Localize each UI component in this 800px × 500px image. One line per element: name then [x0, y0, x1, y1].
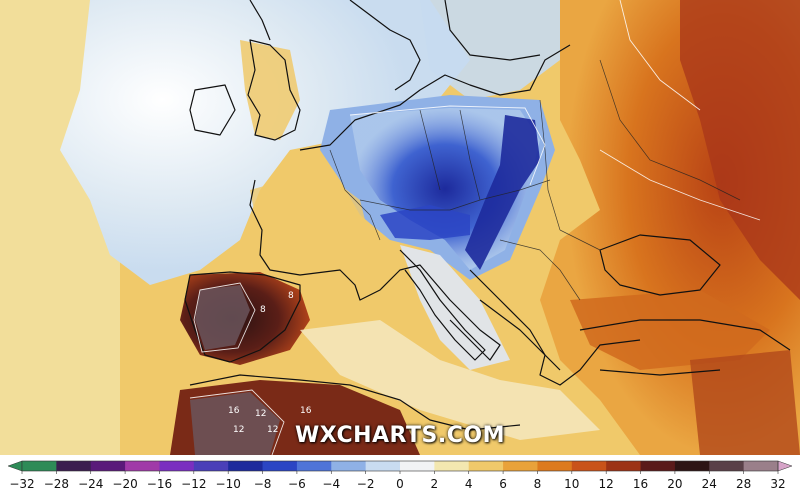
alps-cold-patch	[380, 205, 470, 240]
north-africa-grey-core	[190, 392, 280, 455]
colorbar-segment	[571, 461, 607, 471]
colorbar-segment	[90, 461, 126, 471]
iberia-grey-core	[195, 285, 250, 350]
colorbar-segment	[606, 461, 642, 471]
border-lines-east	[499, 59, 741, 301]
colorbar-tick-label: 2	[431, 477, 439, 491]
colorbar-tick-label: −12	[181, 477, 206, 491]
colorbar-tick-label: −6	[288, 477, 306, 491]
contour-label: 16	[228, 406, 240, 416]
contour-iberia	[193, 282, 256, 353]
colorbar-segment	[365, 461, 401, 471]
colorbar-tick-label: 12	[599, 477, 614, 491]
colorbar-tick-label: 16	[633, 477, 648, 491]
colorbar-segment	[193, 461, 229, 471]
coastline-italy	[399, 249, 486, 361]
colorbar-max-arrow	[777, 460, 793, 472]
coastline-europe	[249, 44, 571, 371]
colorbar-tick-label: −20	[112, 477, 137, 491]
colorbar-tick-labels: −32 −28 −24 −20 −16 −12 −10 −8 −6 −4 −2 0 2 4 6 8 10 12 16…	[9, 471, 786, 491]
colorbar-segment	[228, 461, 264, 471]
colorbar-tick-label: −16	[147, 477, 172, 491]
contour-label: 12	[255, 409, 266, 419]
coastline-britain	[247, 39, 301, 141]
temperature-anomaly-map: 8 8 16 12 12 16 12	[0, 0, 800, 455]
colorbar-tick-label: 32	[770, 477, 785, 491]
coastline-turkey	[579, 319, 791, 376]
coastline-black-sea	[599, 234, 721, 296]
coastline-iberia	[184, 271, 301, 363]
colorbar-segment	[22, 461, 57, 471]
coastline-ireland	[189, 84, 236, 136]
colorbar-tick-label: −28	[44, 477, 69, 491]
atlantic-pale-region	[60, 0, 470, 285]
border-lines-west	[329, 149, 551, 241]
north-cold-tongue	[420, 0, 560, 100]
colorbar-tick-label: 0	[396, 477, 404, 491]
colorbar-segment	[640, 461, 676, 471]
contour-label: 12	[267, 425, 278, 435]
contour-east	[599, 0, 761, 221]
colorbar-segment	[434, 461, 470, 471]
italy-pale-region	[400, 245, 510, 370]
uk-warm-patch	[240, 40, 300, 140]
colorbar-segment	[709, 461, 745, 471]
colorbar-segment	[262, 461, 298, 471]
colorbar-tick-label: −4	[322, 477, 340, 491]
colorbar-tick-label: 6	[499, 477, 507, 491]
colorbar-tick-label: −8	[254, 477, 272, 491]
temperature-colorbar: −32 −28 −24 −20 −16 −12 −10 −8 −6 −4 −2 0 2 4 6 8 10 12 16…	[7, 460, 793, 491]
deep-blue-channel	[465, 115, 540, 270]
colorbar-tick-label: −32	[9, 477, 34, 491]
colorbar-tick-label: −10	[216, 477, 241, 491]
colorbar-tick-label: 8	[534, 477, 542, 491]
colorbar-segments	[7, 460, 793, 472]
country-borders	[329, 59, 741, 301]
border-lines-central	[419, 99, 561, 231]
colorbar-tick-label: −2	[357, 477, 375, 491]
colorbar-tick-label: 28	[736, 477, 751, 491]
far-east-hot-region	[680, 0, 800, 300]
contour-label: 8	[260, 305, 266, 315]
turkey-hot-region	[570, 290, 770, 370]
colorbar-min-arrow	[7, 460, 23, 472]
colorbar-segment	[674, 461, 710, 471]
coastline-north-africa	[189, 374, 521, 431]
colorbar-segment	[125, 461, 160, 471]
colorbar-segment	[296, 461, 332, 471]
france-warm-band	[250, 170, 370, 270]
colorbar-segment	[331, 461, 367, 471]
contour-central	[349, 105, 546, 186]
colorbar-segment	[159, 461, 195, 471]
colorbar-segment	[56, 461, 92, 471]
contour-labels: 8 8 16 12 12 16 12	[228, 291, 312, 435]
colorbar-tick-label: 24	[702, 477, 717, 491]
middle-east-hot-region	[690, 350, 800, 455]
contour-lines	[189, 0, 761, 455]
mediterranean-pale-region	[300, 320, 600, 440]
coastline-balkans-greece	[469, 269, 641, 386]
colorbar-tick-label: −24	[78, 477, 103, 491]
contour-label: 8	[288, 291, 294, 301]
colorbar-segment	[400, 461, 435, 471]
contour-north-africa	[189, 389, 285, 455]
colorbar-tick-label: 10	[564, 477, 579, 491]
colorbar-tick-label: 20	[667, 477, 682, 491]
colorbar-segment	[468, 461, 504, 471]
contour-label: 16	[300, 406, 312, 416]
colorbar-segment	[503, 461, 538, 471]
wxcharts-watermark: WXCHARTS.COM	[295, 423, 505, 448]
colorbar-tick-label: 4	[465, 477, 473, 491]
colorbar-segment	[537, 461, 573, 471]
coastlines	[184, 0, 791, 431]
coastline-scandinavia	[249, 0, 541, 91]
colorbar-segment	[743, 461, 779, 471]
contour-label: 12	[233, 425, 244, 435]
